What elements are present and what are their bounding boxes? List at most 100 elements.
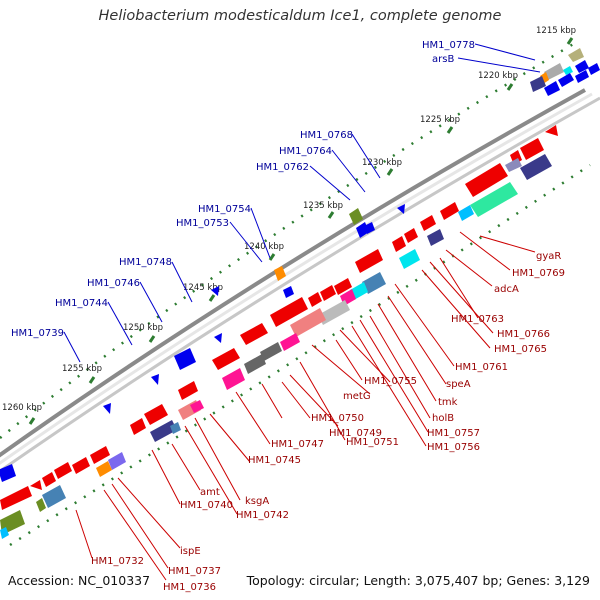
gene-arrow [349,208,363,225]
gene-arrow [520,138,544,160]
tick-label: 1245 kbp [183,283,223,293]
leader-line [103,489,167,581]
gene-label: holB [432,413,454,424]
leader-line [335,339,363,381]
leader-line [194,417,241,501]
gene-arrow [130,418,146,435]
gene-label: HM1_0756 [427,442,480,453]
gene-label: HM1_0742 [236,510,289,521]
gene-arrow [30,480,42,490]
gene-arrow [588,63,600,75]
leader-line [111,483,169,569]
gene-arrow [544,81,560,96]
leader-line [171,443,201,491]
leader-line [439,257,479,319]
gene-arrow [96,461,112,477]
gene-arrow [260,342,282,361]
leader-line [351,133,381,179]
gene-arrow [320,285,336,301]
gene-arrow [392,236,406,252]
gene-label: HM1_0737 [168,566,221,577]
gene-arrow [190,400,204,413]
gene-arrow [280,333,300,351]
gene-arrow [42,472,56,487]
gene-label: HM1_0740 [180,500,233,511]
leader-line [235,391,271,445]
gene-arrow [568,48,584,62]
gene-label: HM1_0736 [163,582,216,593]
gene-arrow [0,464,16,482]
leader-line [394,283,455,367]
gene-label: HM1_0768 [300,130,353,141]
gene-label: HM1_0732 [91,556,144,567]
leader-line [377,303,437,402]
leader-line [209,413,251,463]
leader-line [250,207,271,259]
gene-arrow [334,278,352,295]
inner-ruler-dots [9,163,591,547]
leader-line [351,325,427,447]
gene-label: adcA [494,284,519,295]
leader-line [75,509,93,559]
outer-gene-labels: HM1_0778 arsB HM1_0768 HM1_0764 HM1_0762… [11,40,475,339]
gene-arrow [290,308,326,337]
gene-arrow [545,125,558,136]
gene-arrow [470,182,518,217]
gene-label: ispE [180,546,201,557]
gene-arrow [530,76,546,92]
gene-arrow [144,404,168,425]
gene-arrow [558,73,574,87]
inner-gene-labels: gyaR HM1_0769 adcA HM1_0763 HM1_0766 HM1… [91,251,565,593]
tick-mark [506,83,514,91]
topology-summary: Topology: circular; Length: 3,075,407 bp… [246,573,590,588]
gene-arrow [0,486,32,510]
gene-arrow [222,368,245,390]
gene-arrow [283,286,294,298]
gene-arrow [178,381,198,400]
gene-arrow [520,154,552,180]
tick-mark [566,37,574,45]
outer-ruler-dots [0,38,581,439]
tick-mark [327,211,335,219]
leader-line [63,331,81,363]
gene-arrow [103,403,111,414]
leader-line [459,231,511,271]
leader-line [311,344,371,395]
gene-arrow [362,272,386,294]
gene-label: amt [200,487,220,498]
tick-label: 1240 kbp [244,242,284,252]
tick-mark [268,253,276,261]
gene-arrow [72,457,90,474]
gene-label: HM1_0751 [346,437,399,448]
gene-arrow [54,462,72,479]
gene-label: HM1_0762 [256,162,309,173]
leader-line [359,319,429,433]
gene-arrow [465,163,508,197]
tick-label: 1250 kbp [123,323,163,333]
tick-label: 1225 kbp [420,115,460,125]
gene-arrow [90,446,110,464]
tick-mark [88,376,96,384]
gene-arrow [42,485,66,508]
gene-arrow [399,249,420,269]
gene-arrow [151,374,159,385]
leader-line [429,261,494,334]
backbone-inner-line [0,96,600,473]
leader-line [171,261,193,303]
gene-arrow [404,228,418,243]
gene-arrow [270,297,308,327]
gene-arrow [174,348,196,370]
leader-line [387,295,447,385]
gene-label: HM1_0754 [198,204,251,215]
tick-label: 1235 kbp [303,201,343,211]
gene-label: HM1_0761 [455,362,508,373]
gene-label: HM1_0745 [248,455,301,466]
tick-label: 1230 kbp [362,158,402,168]
gene-arrow [364,222,375,234]
gene-arrow [355,249,383,273]
gene-arrow [318,300,350,325]
gene-label: HM1_0753 [176,218,229,229]
gene-label: HM1_0769 [512,268,565,279]
